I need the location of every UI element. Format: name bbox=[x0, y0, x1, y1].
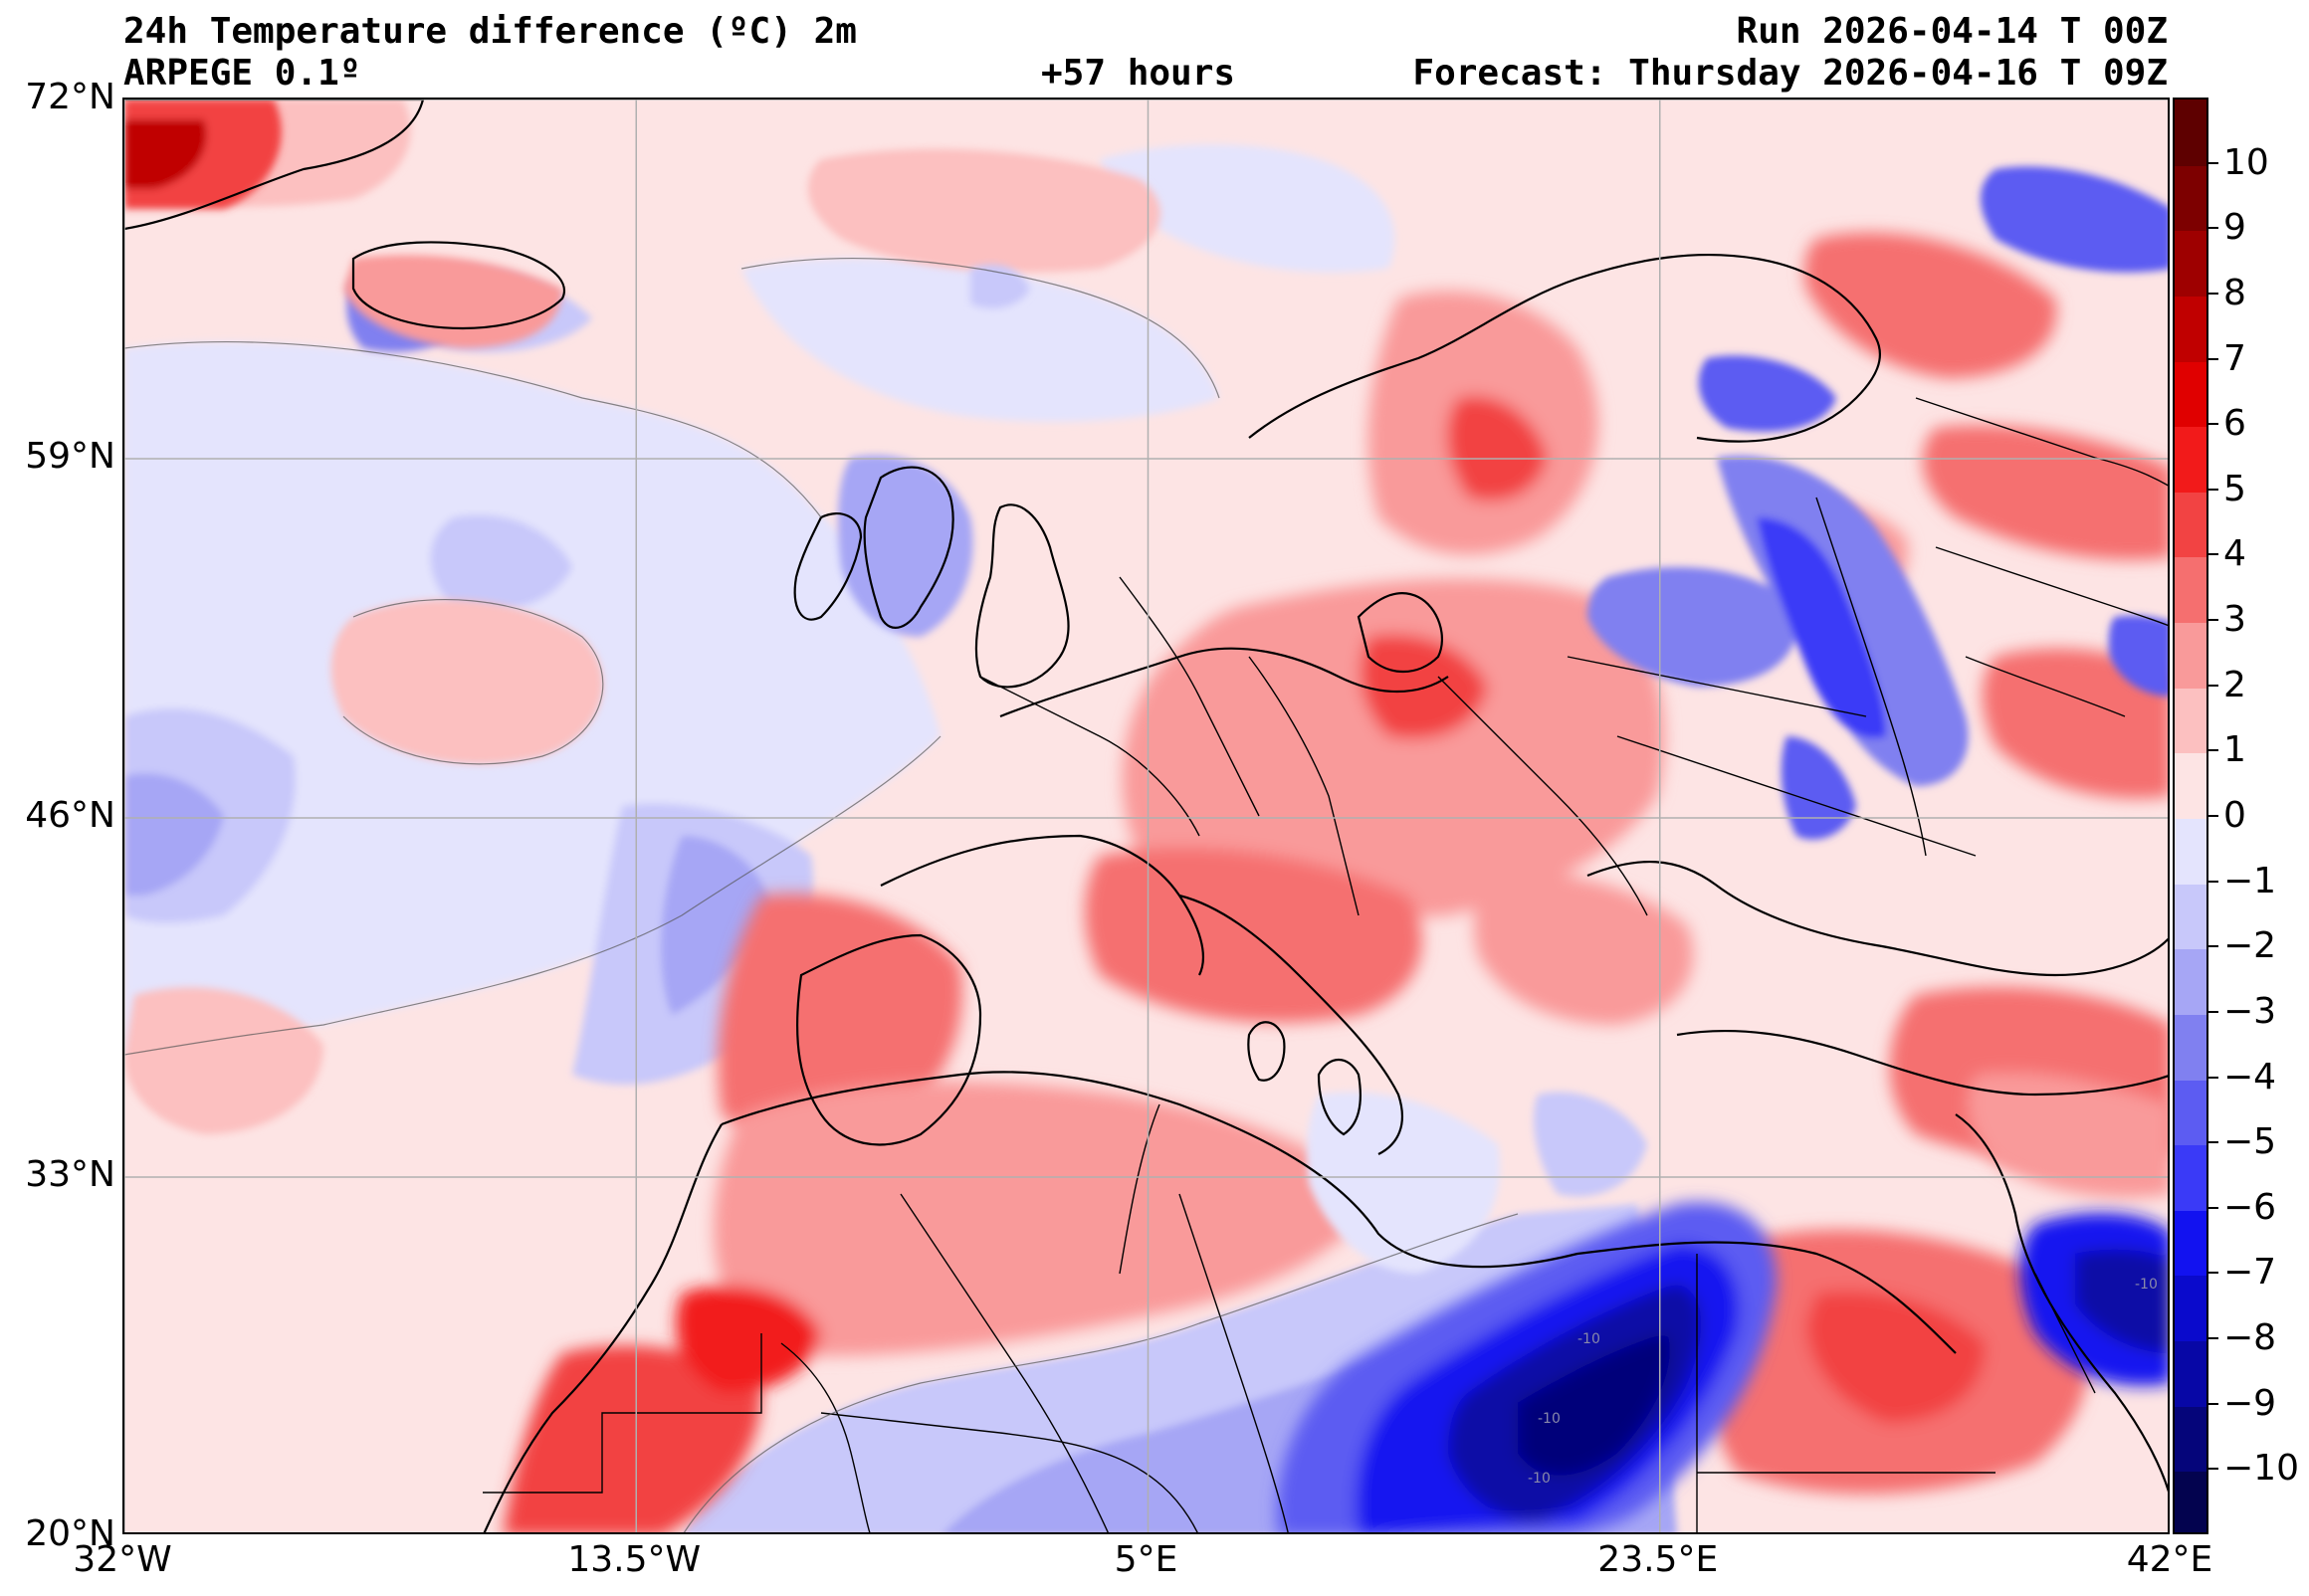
colorbar-tick-label: 5 bbox=[2223, 468, 2246, 509]
colorbar-tick bbox=[2208, 1402, 2218, 1405]
colorbar-tick bbox=[2208, 161, 2218, 164]
colorbar-tick-label: 1 bbox=[2223, 729, 2246, 771]
latitude-label: 33°N bbox=[25, 1154, 115, 1195]
latitude-label: 59°N bbox=[25, 436, 115, 477]
colorbar-tick bbox=[2208, 553, 2218, 556]
colorbar-segment bbox=[2175, 360, 2206, 428]
colorbar-tick-label: 4 bbox=[2223, 533, 2246, 575]
longitude-label: 23.5°E bbox=[1597, 1539, 1719, 1580]
colorbar-tick bbox=[2208, 880, 2218, 883]
colorbar-tick bbox=[2208, 1010, 2218, 1013]
colorbar-segment bbox=[2175, 556, 2206, 624]
sahara-cold-anomaly bbox=[1277, 1202, 2168, 1532]
map-title: 24h Temperature difference (ºC) 2m bbox=[123, 11, 857, 52]
colorbar-tick-label: 7 bbox=[2223, 337, 2246, 379]
colorbar-tick-label: −4 bbox=[2223, 1056, 2277, 1097]
map-canvas: -10 -10 -10 -10 bbox=[124, 100, 2168, 1532]
colorbar-tick-label: −5 bbox=[2223, 1121, 2277, 1163]
colorbar-tick-label: 10 bbox=[2223, 141, 2269, 183]
contour-label: -10 bbox=[1577, 1331, 1600, 1347]
colorbar-segment bbox=[2175, 818, 2206, 885]
colorbar-segment bbox=[2175, 1340, 2206, 1407]
colorbar-tick-label: 9 bbox=[2223, 207, 2246, 249]
colorbar-tick bbox=[2208, 423, 2218, 426]
colorbar-tick-label: 6 bbox=[2223, 403, 2246, 445]
colorbar-tick-label: 2 bbox=[2223, 664, 2246, 705]
colorbar-tick-label: −6 bbox=[2223, 1186, 2277, 1228]
coastlines bbox=[124, 100, 2168, 1532]
colorbar-tick bbox=[2208, 1206, 2218, 1209]
forecast-label: Forecast: Thursday 2026-04-16 T 09Z bbox=[1412, 53, 2168, 94]
model-label: ARPEGE 0.1º bbox=[123, 53, 361, 94]
colorbar-segment bbox=[2175, 100, 2206, 166]
lead-time-label: +57 hours bbox=[1041, 53, 1236, 94]
colorbar-tick bbox=[2208, 1141, 2218, 1144]
run-label: Run 2026-04-14 T 00Z bbox=[1736, 11, 2168, 52]
colorbar-segment bbox=[2175, 426, 2206, 493]
contour-label: -10 bbox=[2135, 1277, 2158, 1293]
colorbar-tick-label: 8 bbox=[2223, 272, 2246, 313]
colorbar-tick bbox=[2208, 488, 2218, 491]
colorbar-tick bbox=[2208, 1076, 2218, 1079]
longitude-label: 5°E bbox=[1114, 1539, 1178, 1580]
colorbar-tick-label: −3 bbox=[2223, 990, 2277, 1032]
contour-labels: -10 -10 -10 -10 bbox=[1528, 1277, 2158, 1487]
colorbar-tick-label: −9 bbox=[2223, 1382, 2277, 1424]
contour-label: -10 bbox=[1538, 1411, 1561, 1427]
colorbar-tick bbox=[2208, 1272, 2218, 1275]
colorbar-tick bbox=[2208, 357, 2218, 360]
colorbar-segment bbox=[2175, 1013, 2206, 1081]
latitude-label: 46°N bbox=[25, 795, 115, 836]
colorbar-segment bbox=[2175, 948, 2206, 1015]
colorbar-segment bbox=[2175, 230, 2206, 297]
latitude-label: 72°N bbox=[25, 77, 115, 117]
colorbar-tick bbox=[2208, 619, 2218, 622]
contour-lines bbox=[124, 258, 1519, 1532]
colorbar-tick bbox=[2208, 1468, 2218, 1471]
colorbar-segment bbox=[2175, 491, 2206, 558]
colorbar-tick bbox=[2208, 227, 2218, 230]
colorbar-tick-label: −2 bbox=[2223, 925, 2277, 967]
colorbar-segment bbox=[2175, 1471, 2206, 1532]
colorbar-tick-label: 3 bbox=[2223, 599, 2246, 641]
colorbar-segment bbox=[2175, 1209, 2206, 1277]
colorbar-segment bbox=[2175, 883, 2206, 950]
colorbar-tick bbox=[2208, 684, 2218, 687]
colorbar-tick bbox=[2208, 1337, 2218, 1340]
latitude-label: 20°N bbox=[25, 1513, 115, 1554]
colorbar-segment bbox=[2175, 164, 2206, 232]
colorbar-segment bbox=[2175, 1079, 2206, 1146]
north-africa-positive-field bbox=[503, 1072, 2168, 1532]
colorbar-segment bbox=[2175, 295, 2206, 362]
colorbar-tick bbox=[2208, 292, 2218, 295]
colorbar-segment bbox=[2175, 622, 2206, 689]
colorbar-tick bbox=[2208, 815, 2218, 817]
colorbar-segment bbox=[2175, 1144, 2206, 1211]
colorbar-segment bbox=[2175, 687, 2206, 754]
colorbar-tick-label: 0 bbox=[2223, 795, 2246, 836]
colorbar-tick-label: −1 bbox=[2223, 860, 2277, 901]
graticule bbox=[124, 100, 2168, 1532]
colorbar-segment bbox=[2175, 752, 2206, 819]
colorbar-segment bbox=[2175, 1405, 2206, 1473]
country-borders bbox=[483, 397, 2168, 1532]
colorbar bbox=[2173, 98, 2208, 1534]
colorbar-tick-label: −7 bbox=[2223, 1252, 2277, 1294]
colorbar-segment bbox=[2175, 1275, 2206, 1342]
colorbar-tick-label: −10 bbox=[2223, 1448, 2299, 1490]
temperature-difference-map: -10 -10 -10 -10 bbox=[122, 98, 2170, 1534]
longitude-label: 32°W bbox=[73, 1539, 172, 1580]
colorbar-tick-label: −8 bbox=[2223, 1317, 2277, 1359]
colorbar-tick bbox=[2208, 945, 2218, 948]
colorbar-tick bbox=[2208, 749, 2218, 752]
longitude-label: 13.5°W bbox=[567, 1539, 702, 1580]
longitude-label: 42°E bbox=[2126, 1539, 2213, 1580]
contour-label: -10 bbox=[1528, 1471, 1551, 1487]
